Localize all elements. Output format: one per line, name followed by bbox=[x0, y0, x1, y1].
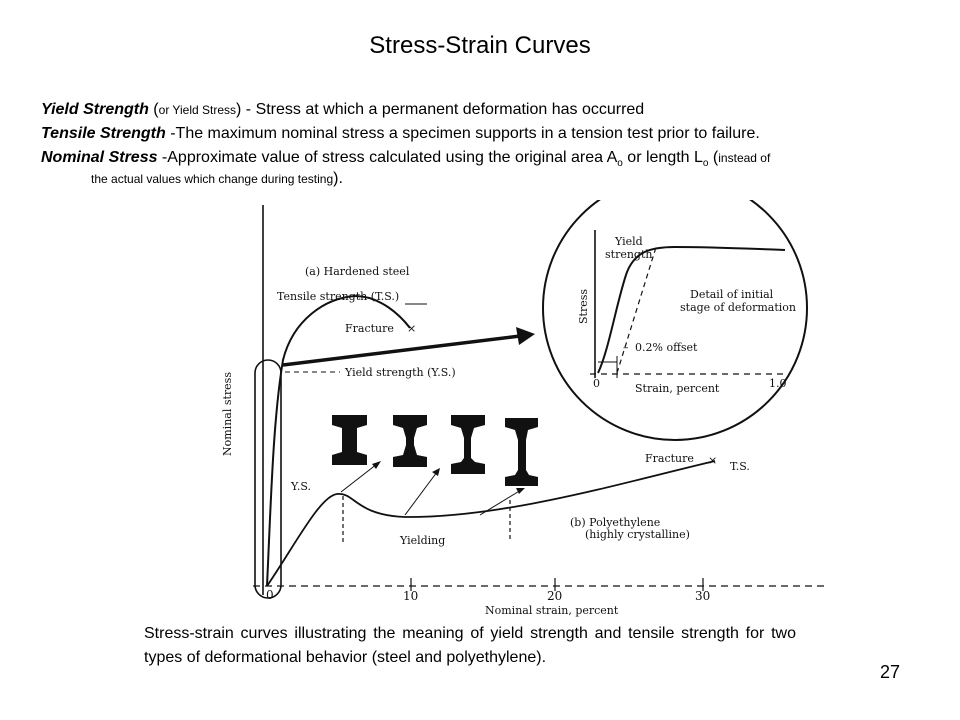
inset-label-detail-1: Detail of initial bbox=[690, 288, 774, 301]
inset-label-detail-2: stage of deformation bbox=[680, 301, 796, 314]
definition-text: - Stress at which a permanent deformatio… bbox=[241, 101, 645, 118]
x-tick-30: 30 bbox=[695, 589, 710, 603]
paren-note: or Yield Stress bbox=[158, 103, 237, 117]
label-hardened-steel: (a) Hardened steel bbox=[305, 265, 410, 278]
x-tick-0: 0 bbox=[266, 588, 274, 602]
specimen-1 bbox=[332, 415, 367, 465]
label-ts: T.S. bbox=[730, 460, 750, 473]
figure-caption: Stress-strain curves illustrating the me… bbox=[144, 625, 796, 666]
label-fracture-steel: Fracture bbox=[345, 322, 394, 335]
elastic-region-oval bbox=[254, 359, 282, 599]
definition-nominal-stress-continuation: the actual values which change during te… bbox=[91, 168, 343, 190]
arrow-to-inset-shaft bbox=[282, 334, 521, 367]
definition-text-c: ( bbox=[708, 149, 719, 166]
specimen-pointer-arrowheads bbox=[372, 461, 525, 494]
inset-x-label: Strain, percent bbox=[635, 382, 720, 395]
subscript-o: o bbox=[702, 158, 709, 170]
specimen-2 bbox=[393, 415, 427, 467]
continuation-text: the actual values which change during te… bbox=[91, 172, 334, 186]
polyethylene-curve bbox=[266, 460, 716, 587]
definition-small-text: instead of bbox=[718, 151, 771, 165]
specimens bbox=[332, 415, 538, 486]
inset-offset-line bbox=[616, 243, 658, 374]
x-tick-20: 20 bbox=[547, 589, 562, 603]
label-tensile-strength: Tensile strength (T.S.) bbox=[277, 290, 399, 303]
slide-title: Stress-Strain Curves bbox=[369, 32, 591, 59]
inset-y-label: Stress bbox=[577, 289, 590, 324]
page-number: 27 bbox=[880, 662, 901, 682]
fracture-pe-mark: × bbox=[708, 454, 717, 467]
inset-label-offset: 0.2% offset bbox=[635, 341, 698, 354]
label-yield-strength: Yield strength (Y.S.) bbox=[344, 366, 456, 379]
specimen-4 bbox=[505, 418, 538, 486]
label-polyethylene: (b) Polyethylene bbox=[570, 516, 660, 529]
hardened-steel-curve bbox=[266, 294, 411, 587]
paren-open: ( bbox=[148, 101, 159, 118]
label-fracture-pe: Fracture bbox=[645, 452, 694, 465]
inset-tick-1: 1.0 bbox=[769, 377, 787, 390]
paren-close: ) bbox=[236, 101, 242, 118]
arrow-to-inset-head bbox=[516, 327, 535, 345]
definition-tensile-strength: Tensile Strength -The maximum nominal st… bbox=[41, 122, 921, 146]
main-x-axis-label: Nominal strain, percent bbox=[485, 604, 619, 617]
label-polyethylene-2: (highly crystalline) bbox=[585, 528, 690, 541]
specimen-pointer-arrows bbox=[340, 463, 522, 516]
definition-text-b: or length L bbox=[622, 149, 703, 166]
specimen-3 bbox=[451, 415, 485, 474]
definition-nominal-stress: Nominal Stress -Approximate value of str… bbox=[41, 146, 921, 176]
main-y-axis-label: Nominal stress bbox=[221, 372, 234, 456]
fracture-steel-mark: × bbox=[407, 322, 416, 335]
inset-stress-curve bbox=[597, 245, 786, 374]
stress-strain-figure: Nominal stress 0 10 20 30 40 Nominal str… bbox=[221, 200, 825, 617]
x-tick-10: 10 bbox=[403, 589, 418, 603]
continuation-end: ). bbox=[333, 170, 343, 187]
definition-text: -The maximum nominal stress a specimen s… bbox=[165, 125, 760, 142]
definition-yield-strength: Yield Strength (or Yield Stress) - Stres… bbox=[41, 98, 921, 122]
inset-detail-circle bbox=[542, 200, 808, 441]
label-yielding: Yielding bbox=[399, 534, 445, 547]
inset-label-yield: Yield bbox=[614, 235, 643, 248]
subscript-o: o bbox=[617, 158, 623, 170]
main-x-ticks bbox=[410, 578, 704, 591]
term-yield-strength: Yield Strength bbox=[41, 101, 149, 118]
inset-tick-0: 0 bbox=[593, 377, 600, 390]
label-ys: Y.S. bbox=[290, 480, 311, 493]
term-nominal-stress: Nominal Stress bbox=[41, 149, 158, 166]
inset-offset-dash: – bbox=[623, 341, 629, 354]
inset-label-strength: strength bbox=[605, 248, 652, 261]
term-tensile-strength: Tensile Strength bbox=[41, 125, 166, 142]
definition-text-a: -Approximate value of stress calculated … bbox=[157, 149, 618, 166]
